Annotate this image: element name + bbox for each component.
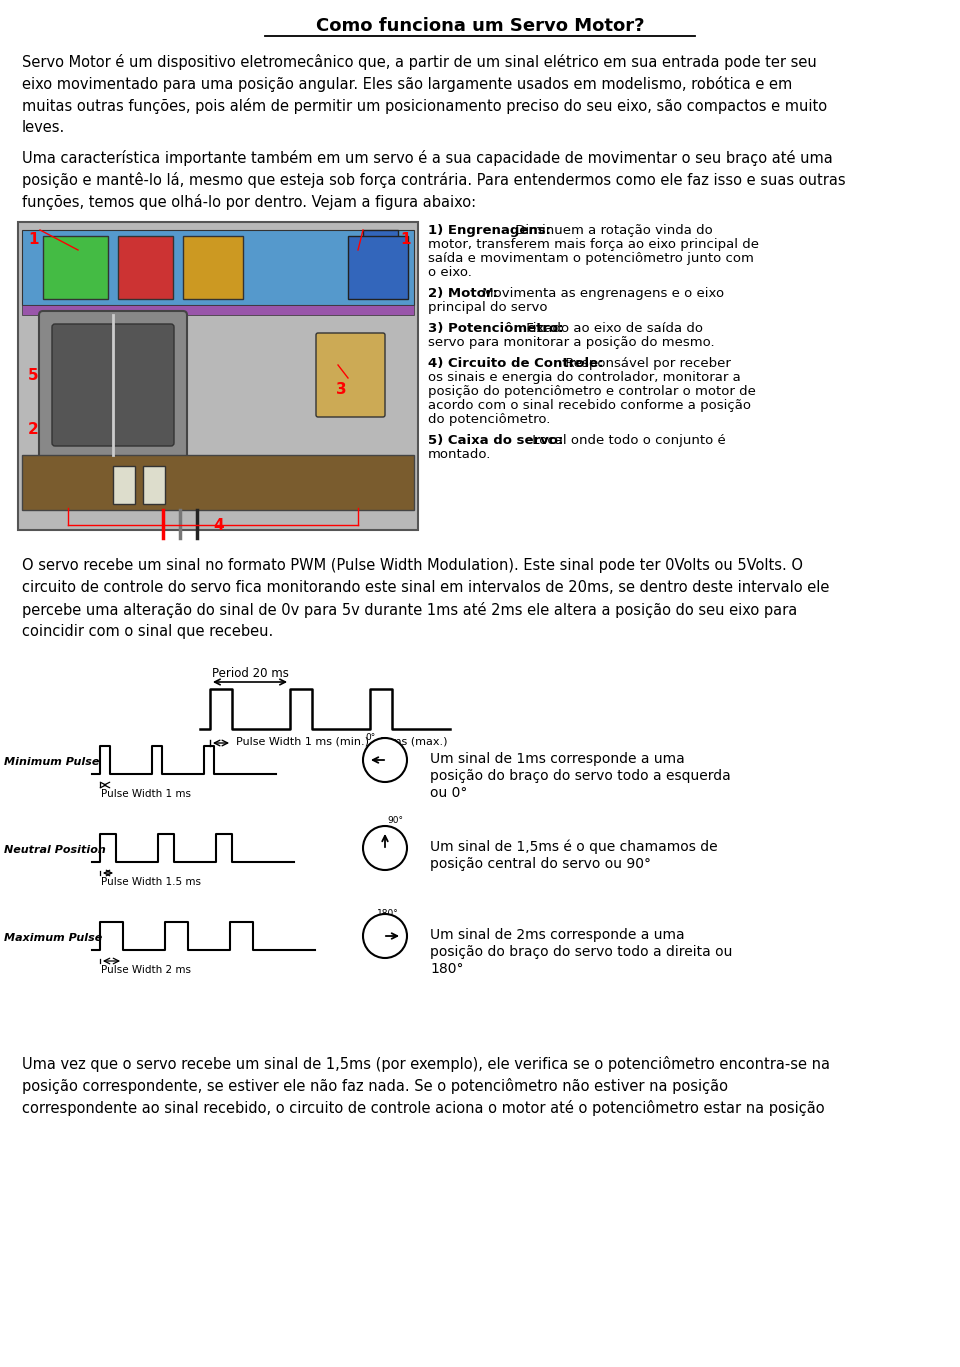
Text: servo para monitorar a posição do mesmo.: servo para monitorar a posição do mesmo. xyxy=(428,336,714,349)
Text: 4) Circuito de Controle:: 4) Circuito de Controle: xyxy=(428,357,604,370)
Text: 4: 4 xyxy=(213,518,224,533)
FancyBboxPatch shape xyxy=(118,236,173,299)
Text: 180°: 180° xyxy=(377,909,399,919)
Text: motor, transferem mais força ao eixo principal de: motor, transferem mais força ao eixo pri… xyxy=(428,238,759,252)
Text: Neutral Position: Neutral Position xyxy=(4,845,106,854)
Text: posição central do servo ou 90°: posição central do servo ou 90° xyxy=(430,857,651,871)
Text: 3) Potenciômetro:: 3) Potenciômetro: xyxy=(428,323,564,335)
FancyBboxPatch shape xyxy=(22,455,414,510)
Text: Minimum Pulse: Minimum Pulse xyxy=(4,757,100,767)
Text: Pulse Width 1.5 ms: Pulse Width 1.5 ms xyxy=(101,878,201,887)
FancyBboxPatch shape xyxy=(43,236,108,299)
Text: 90°: 90° xyxy=(387,816,403,826)
Text: Servo Motor é um dispositivo eletromecânico que, a partir de um sinal elétrico e: Servo Motor é um dispositivo eletromecân… xyxy=(22,55,817,70)
Circle shape xyxy=(363,738,407,782)
Text: Um sinal de 1,5ms é o que chamamos de: Um sinal de 1,5ms é o que chamamos de xyxy=(430,839,718,854)
FancyBboxPatch shape xyxy=(39,312,187,459)
Text: Local onde todo o conjunto é: Local onde todo o conjunto é xyxy=(528,433,726,447)
Text: O servo recebe um sinal no formato PWM (Pulse Width Modulation). Este sinal pode: O servo recebe um sinal no formato PWM (… xyxy=(22,558,803,573)
Text: eixo movimentado para uma posição angular. Eles são largamente usados em modelis: eixo movimentado para uma posição angula… xyxy=(22,77,792,92)
Text: o eixo.: o eixo. xyxy=(428,267,472,279)
FancyBboxPatch shape xyxy=(18,221,418,530)
FancyBboxPatch shape xyxy=(316,334,385,417)
Text: correspondente ao sinal recebido, o circuito de controle aciona o motor até o po: correspondente ao sinal recebido, o circ… xyxy=(22,1100,825,1115)
Text: Como funciona um Servo Motor?: Como funciona um Servo Motor? xyxy=(316,16,644,36)
Circle shape xyxy=(363,915,407,958)
Text: 180°: 180° xyxy=(430,962,464,976)
Text: posição correspondente, se estiver ele não faz nada. Se o potenciômetro não esti: posição correspondente, se estiver ele n… xyxy=(22,1079,728,1094)
FancyBboxPatch shape xyxy=(52,324,174,446)
Text: posição e mantê-lo lá, mesmo que esteja sob força contrária. Para entendermos co: posição e mantê-lo lá, mesmo que esteja … xyxy=(22,172,846,189)
Text: Maximum Pulse: Maximum Pulse xyxy=(4,934,103,943)
Text: 2) Motor:: 2) Motor: xyxy=(428,287,498,299)
Text: Diminuem a rotação vinda do: Diminuem a rotação vinda do xyxy=(512,224,713,236)
Circle shape xyxy=(363,826,407,869)
Text: saída e movimentam o potenciômetro junto com: saída e movimentam o potenciômetro junto… xyxy=(428,252,754,265)
Text: posição do braço do servo todo a direita ou: posição do braço do servo todo a direita… xyxy=(430,945,732,960)
Text: 1: 1 xyxy=(28,232,38,247)
Text: Period 20 ms: Period 20 ms xyxy=(211,667,288,679)
Text: posição do braço do servo todo a esquerda: posição do braço do servo todo a esquerd… xyxy=(430,770,731,783)
FancyBboxPatch shape xyxy=(363,230,398,262)
Text: 5) Caixa do servo:: 5) Caixa do servo: xyxy=(428,433,564,447)
Text: 5: 5 xyxy=(28,368,38,383)
FancyBboxPatch shape xyxy=(22,230,414,305)
Text: 1) Engrenagens:: 1) Engrenagens: xyxy=(428,224,551,236)
Text: Pulse Width 1 ms (min.) - 2 ms (max.): Pulse Width 1 ms (min.) - 2 ms (max.) xyxy=(236,735,447,746)
Text: do potenciômetro.: do potenciômetro. xyxy=(428,413,550,427)
Text: os sinais e energia do controlador, monitorar a: os sinais e energia do controlador, moni… xyxy=(428,370,741,384)
Text: coincidir com o sinal que recebeu.: coincidir com o sinal que recebeu. xyxy=(22,623,274,638)
FancyBboxPatch shape xyxy=(113,466,135,504)
FancyBboxPatch shape xyxy=(143,466,165,504)
Text: funções, temos que olhá-lo por dentro. Vejam a figura abaixo:: funções, temos que olhá-lo por dentro. V… xyxy=(22,194,476,211)
Text: 1: 1 xyxy=(400,232,411,247)
Text: percebe uma alteração do sinal de 0v para 5v durante 1ms até 2ms ele altera a po: percebe uma alteração do sinal de 0v par… xyxy=(22,601,797,618)
Text: acordo com o sinal recebido conforme a posição: acordo com o sinal recebido conforme a p… xyxy=(428,399,751,411)
Text: principal do servo: principal do servo xyxy=(428,301,547,314)
Text: montado.: montado. xyxy=(428,448,492,461)
FancyBboxPatch shape xyxy=(22,305,414,314)
FancyBboxPatch shape xyxy=(348,236,408,299)
Text: Um sinal de 1ms corresponde a uma: Um sinal de 1ms corresponde a uma xyxy=(430,752,684,766)
Text: ou 0°: ou 0° xyxy=(430,786,468,800)
Text: posição do potenciômetro e controlar o motor de: posição do potenciômetro e controlar o m… xyxy=(428,385,756,398)
Text: 2: 2 xyxy=(28,422,38,437)
Text: Uma vez que o servo recebe um sinal de 1,5ms (por exemplo), ele verifica se o po: Uma vez que o servo recebe um sinal de 1… xyxy=(22,1055,830,1072)
FancyBboxPatch shape xyxy=(183,236,243,299)
Text: Responsável por receber: Responsável por receber xyxy=(562,357,732,370)
Text: leves.: leves. xyxy=(22,120,65,135)
Text: Fixado ao eixo de saída do: Fixado ao eixo de saída do xyxy=(522,323,704,335)
Text: 0°: 0° xyxy=(365,733,375,742)
Text: muitas outras funções, pois além de permitir um posicionamento preciso do seu ei: muitas outras funções, pois além de perm… xyxy=(22,98,828,113)
Text: Movimenta as engrenagens e o eixo: Movimenta as engrenagens e o eixo xyxy=(478,287,724,299)
Text: Pulse Width 1 ms: Pulse Width 1 ms xyxy=(101,789,191,798)
Text: Um sinal de 2ms corresponde a uma: Um sinal de 2ms corresponde a uma xyxy=(430,928,684,942)
Text: Pulse Width 2 ms: Pulse Width 2 ms xyxy=(101,965,191,975)
Text: Uma característica importante também em um servo é a sua capacidade de movimenta: Uma característica importante também em … xyxy=(22,150,832,165)
Text: 3: 3 xyxy=(336,381,347,396)
Text: circuito de controle do servo fica monitorando este sinal em intervalos de 20ms,: circuito de controle do servo fica monit… xyxy=(22,580,829,595)
